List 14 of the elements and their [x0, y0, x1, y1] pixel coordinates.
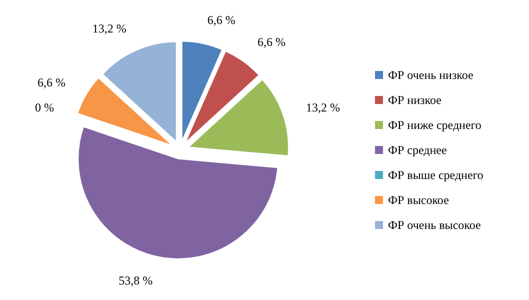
legend-label: ФР среднее [388, 143, 447, 158]
data-label: 6,6 % [207, 13, 236, 28]
legend-label: ФР очень высокое [388, 218, 481, 232]
text: 0 % [35, 100, 54, 115]
data-label: 6,6 % [38, 75, 66, 90]
legend-label: ФР ниже среднего [388, 118, 482, 132]
data-label: 6,6 % [258, 35, 286, 50]
data-label: 53,8 % [118, 273, 153, 288]
legend-label: ФР выше среднего [388, 168, 484, 182]
legend-label: ФР низкое [388, 93, 442, 108]
legend-label: ФР высокое [388, 193, 449, 208]
data-label: 13,2 % [92, 21, 126, 36]
legend-label: ФР очень низкое [388, 68, 474, 82]
data-label: 13,2 % [306, 100, 340, 115]
